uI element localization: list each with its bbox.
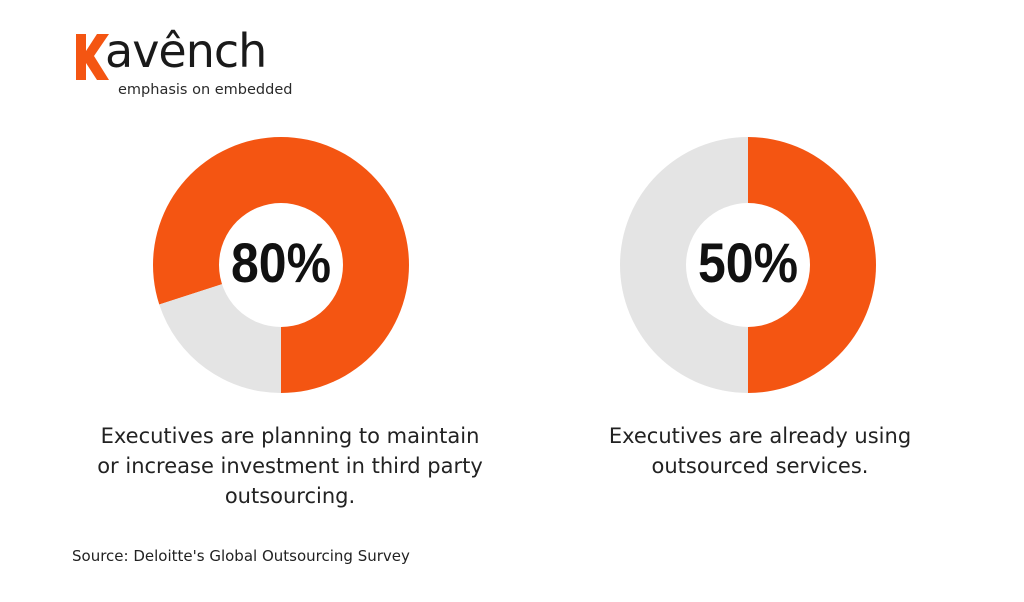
caption-line: Executives are planning to maintain	[100, 424, 480, 448]
brand-logo: avênch emphasis on embedded	[70, 24, 300, 105]
chart-1-caption: Executives are planning to maintain or i…	[60, 421, 520, 511]
donut-hole	[219, 203, 343, 327]
donut-center-label: 80%	[231, 231, 331, 294]
kavench-k-logo-icon	[76, 34, 109, 80]
logo-wordmark: avênch	[105, 24, 267, 78]
donut-slice-remainder	[620, 137, 748, 393]
donut-chart-2: 50%	[620, 137, 876, 393]
logo-tagline: emphasis on embedded	[118, 82, 293, 98]
caption-line: outsourcing.	[224, 484, 356, 508]
donut-center-label: 50%	[698, 231, 798, 294]
source-note: Source: Deloitte's Global Outsourcing Su…	[72, 547, 410, 565]
donut-chart-1: 80%	[153, 137, 409, 393]
caption-line: outsourced services.	[651, 454, 869, 478]
caption-line: or increase investment in third party	[97, 454, 483, 478]
donut-slice-value	[748, 137, 876, 393]
chart-2-caption: Executives are already using outsourced …	[560, 421, 960, 481]
caption-line: Executives are already using	[608, 424, 912, 448]
donut-hole	[686, 203, 810, 327]
